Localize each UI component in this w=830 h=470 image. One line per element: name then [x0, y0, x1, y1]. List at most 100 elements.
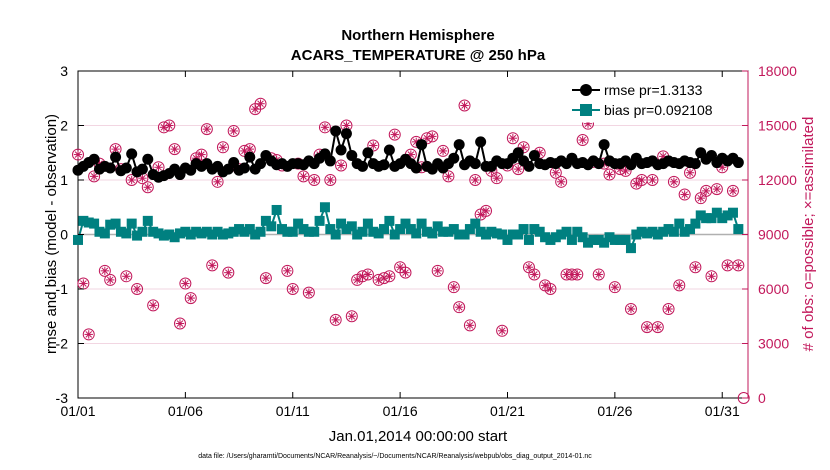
y-left-tick-label: 0: [60, 227, 68, 243]
obs-assimilated-stroke: [182, 280, 189, 287]
obs-possible-point: [195, 148, 208, 161]
obs-assimilated-point: [288, 284, 297, 294]
bias-point: [105, 219, 116, 230]
obs-assimilated-stroke: [595, 271, 603, 278]
bias-point: [405, 224, 416, 235]
y-right-tick-label: 18000: [758, 63, 797, 79]
bias-point: [534, 226, 545, 237]
rmse-point: [142, 153, 154, 165]
obs-assimilated-stroke: [643, 323, 651, 331]
y-axis-left-label: rmse and bias (model - observation): [43, 114, 60, 354]
bias-point: [336, 218, 347, 229]
obs-assimilated-point: [675, 281, 684, 290]
rmse-point: [416, 139, 428, 151]
bias-point: [158, 230, 169, 241]
obs-assimilated-stroke: [284, 267, 291, 275]
bias-point: [277, 224, 288, 235]
obs-assimilated-stroke: [686, 169, 694, 177]
obs-assimilated-point: [460, 101, 469, 110]
rmse-point: [126, 148, 138, 160]
obs-assimilated-stroke: [450, 283, 458, 291]
obs-assimilated-point: [471, 175, 480, 185]
obs-assimilated-point: [181, 279, 190, 288]
obs-assimilated-stroke: [735, 262, 742, 269]
bias-point: [475, 226, 486, 237]
rmse-point: [512, 147, 524, 159]
obs-assimilated-point: [73, 150, 83, 159]
obs-assimilated-stroke: [171, 145, 178, 153]
bias-point: [309, 226, 320, 237]
obs-assimilated-point: [261, 273, 271, 283]
obs-assimilated-stroke: [659, 153, 667, 160]
bias-point: [293, 218, 304, 229]
bias-point: [722, 210, 733, 221]
obs-possible-point: [147, 299, 160, 312]
obs-assimilated-point: [481, 206, 491, 216]
obs-assimilated-stroke: [187, 294, 195, 302]
obs-assimilated-stroke: [80, 280, 87, 287]
bias-point: [169, 232, 180, 243]
obs-assimilated-stroke: [337, 162, 345, 169]
rmse-point: [383, 144, 395, 156]
bias-point: [701, 213, 712, 224]
obs-assimilated-point: [653, 322, 663, 332]
obs-assimilated-stroke: [461, 102, 468, 109]
obs-possible-point: [286, 283, 299, 295]
rmse-point: [324, 155, 336, 167]
obs-possible-point: [345, 310, 358, 323]
obs-assimilated-point: [385, 272, 394, 281]
obs-possible-point: [281, 264, 294, 277]
obs-assimilated-point: [454, 302, 464, 312]
obs-assimilated-point: [497, 326, 507, 335]
legend: rmse pr=1.3133 bias pr=0.092108: [567, 77, 739, 123]
obs-assimilated-stroke: [246, 145, 254, 153]
obs-assimilated-stroke: [310, 176, 318, 184]
obs-assimilated-stroke: [606, 171, 613, 178]
obs-possible-point: [216, 141, 229, 154]
bias-point: [604, 232, 615, 243]
obs-assimilated-stroke: [208, 262, 216, 269]
obs-assimilated-stroke: [649, 176, 656, 184]
bias-point: [545, 234, 556, 245]
obs-assimilated-stroke: [74, 151, 82, 158]
bias-point: [115, 226, 126, 237]
obs-possible-point: [206, 259, 219, 272]
bias-point: [577, 232, 588, 243]
bias-point: [352, 229, 363, 240]
obs-assimilated-stroke: [439, 147, 447, 155]
bias-point: [255, 226, 266, 237]
bias-point: [132, 230, 143, 241]
rmse-point: [448, 152, 460, 164]
bias-point: [711, 207, 722, 218]
obs-assimilated-stroke: [445, 173, 452, 180]
obs-assimilated-stroke: [455, 303, 463, 311]
obs-assimilated-point: [310, 175, 319, 185]
obs-layer: [72, 97, 750, 404]
obs-assimilated-stroke: [386, 272, 393, 280]
obs-assimilated-stroke: [289, 285, 297, 293]
obs-assimilated-point: [546, 284, 555, 294]
obs-possible-point: [689, 261, 702, 274]
obs-possible-point: [737, 392, 750, 404]
bias-point: [443, 226, 454, 237]
obs-possible-point: [437, 144, 450, 157]
obs-assimilated-point: [465, 321, 475, 330]
bias-point: [647, 226, 658, 237]
obs-assimilated-point: [213, 177, 222, 187]
y-left-tick-label: -3: [56, 390, 69, 406]
bias-point: [486, 226, 497, 237]
obs-assimilated-point: [723, 261, 732, 270]
obs-possible-point: [646, 174, 659, 186]
obs-assimilated-stroke: [573, 271, 581, 278]
bias-point: [223, 228, 234, 239]
obs-possible-point: [506, 132, 519, 145]
bias-point: [110, 218, 121, 229]
obs-assimilated-stroke: [541, 282, 549, 289]
obs-possible-point: [603, 168, 616, 181]
obs-possible-point: [211, 175, 224, 188]
obs-possible-point: [82, 328, 95, 341]
obs-possible-point: [624, 302, 637, 315]
rmse-point: [475, 136, 487, 148]
obs-assimilated-stroke: [343, 122, 350, 129]
